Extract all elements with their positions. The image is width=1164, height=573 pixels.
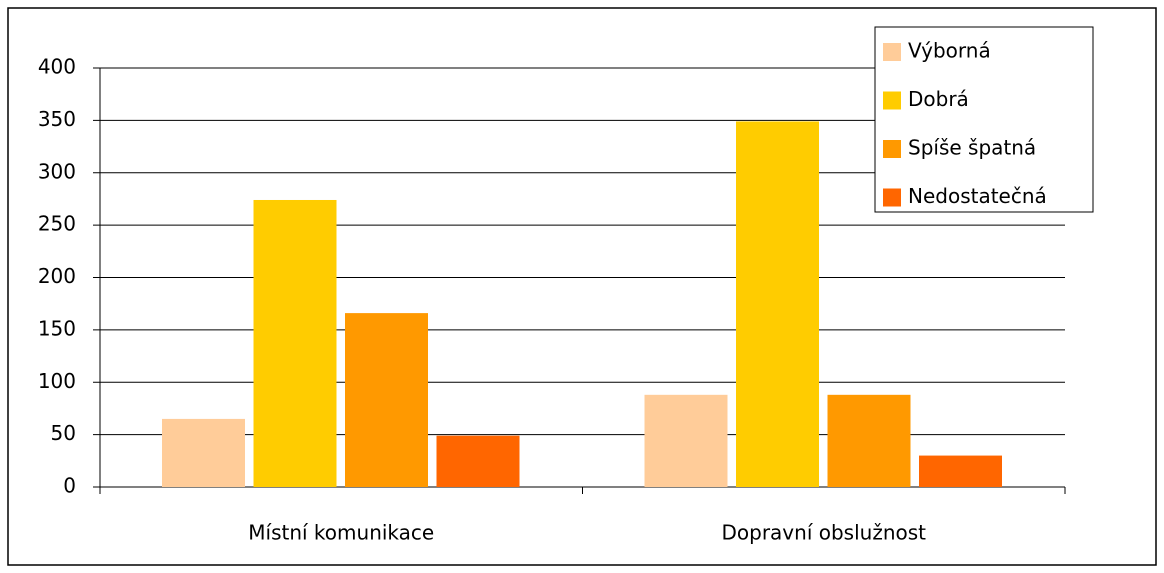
y-tick-label: 50 bbox=[51, 421, 76, 445]
bar bbox=[736, 121, 819, 488]
y-tick-label: 0 bbox=[63, 474, 76, 498]
legend-label: Dobrá bbox=[908, 87, 969, 111]
bar bbox=[827, 394, 911, 487]
legend-box bbox=[874, 26, 1094, 213]
bar bbox=[919, 455, 1002, 487]
y-tick-label: 250 bbox=[38, 212, 76, 236]
legend-label: Nedostatečná bbox=[908, 184, 1047, 208]
bar bbox=[644, 394, 728, 487]
bar bbox=[162, 418, 245, 487]
y-tick-label: 100 bbox=[38, 369, 76, 393]
legend-swatch bbox=[883, 43, 901, 61]
bar bbox=[253, 199, 337, 488]
y-tick-label: 350 bbox=[38, 107, 76, 131]
legend-swatch bbox=[883, 91, 901, 110]
x-tick-label: Místní komunikace bbox=[248, 521, 434, 545]
y-tick-label: 300 bbox=[38, 159, 76, 183]
legend-label: Spíše špatná bbox=[908, 136, 1036, 160]
bar bbox=[436, 435, 520, 487]
legend-label: Výborná bbox=[908, 39, 991, 63]
legend-swatch bbox=[883, 188, 901, 207]
x-tick-label: Dopravní obslužnost bbox=[722, 521, 927, 545]
legend-swatch bbox=[883, 140, 901, 158]
y-tick-label: 200 bbox=[38, 264, 76, 288]
y-tick-label: 150 bbox=[38, 316, 76, 340]
bar bbox=[345, 313, 428, 487]
y-tick-label: 400 bbox=[38, 55, 76, 79]
